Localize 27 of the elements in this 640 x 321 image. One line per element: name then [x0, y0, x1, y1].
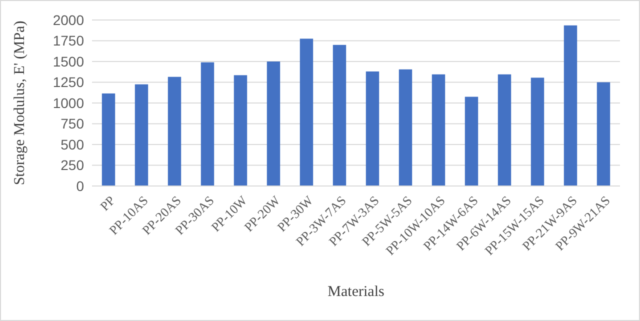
- y-tick-label: 1750: [52, 32, 84, 49]
- bar: [464, 96, 478, 186]
- y-tick-label: 1250: [52, 74, 84, 90]
- y-tick-label: 0: [76, 178, 84, 194]
- y-axis-title: Storage Modulus, E' (MPa): [12, 20, 28, 186]
- y-tick-label: 250: [60, 157, 84, 174]
- bar: [498, 74, 512, 186]
- y-tick-label: 750: [60, 116, 84, 132]
- bar: [266, 62, 280, 186]
- bar: [234, 75, 248, 186]
- bar: [332, 44, 346, 186]
- bar: [300, 38, 314, 186]
- y-tick-label: 1500: [52, 53, 84, 70]
- y-tick-label: 1000: [52, 94, 84, 111]
- bar: [168, 76, 182, 186]
- bar: [366, 71, 380, 186]
- bar: [134, 84, 148, 186]
- bar: [398, 69, 412, 186]
- bar: [200, 62, 214, 186]
- y-tick-label: 500: [60, 136, 84, 152]
- bar: [102, 93, 116, 186]
- x-axis-title: Materials: [328, 284, 384, 300]
- y-tick-label: 2000: [52, 12, 84, 28]
- bar: [564, 25, 578, 186]
- bar: [432, 74, 446, 186]
- bar: [596, 82, 610, 186]
- bar: [530, 78, 544, 186]
